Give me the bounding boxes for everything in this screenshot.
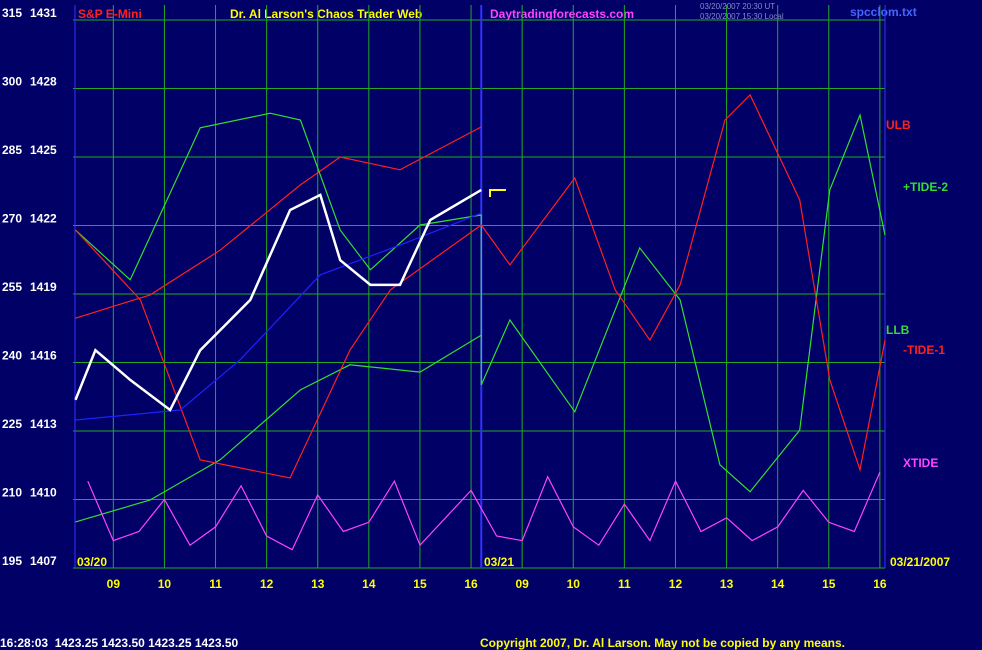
y2-tick-label: 1407 [30, 554, 57, 568]
x-tick-label: 15 [822, 577, 836, 591]
x-tick-label: 16 [873, 577, 887, 591]
x-tick-label: 15 [413, 577, 427, 591]
y2-tick-label: 1413 [30, 417, 57, 431]
series-line [75, 334, 482, 523]
y-tick-label: 255 [2, 280, 22, 294]
chart-title: Dr. Al Larson's Chaos Trader Web [230, 7, 422, 21]
site: Daytradingforecasts.com [490, 7, 634, 21]
x-tick-label: 12 [260, 577, 274, 591]
x-tick-label: 13 [720, 577, 734, 591]
x-tick-label: 10 [567, 577, 581, 591]
x-tick-label: 09 [107, 577, 121, 591]
timestamp-ut: 03/20/2007 20:30 UT [700, 2, 775, 11]
file-name: spcclom.txt [850, 5, 917, 19]
y2-tick-label: 1422 [30, 212, 57, 226]
x-tick-label: 09 [515, 577, 529, 591]
series-line [75, 112, 886, 493]
series-label: +TIDE-2 [903, 180, 948, 194]
y-tick-label: 300 [2, 75, 22, 89]
y2-tick-label: 1428 [30, 75, 57, 89]
y-tick-label: 285 [2, 143, 22, 157]
y2-tick-label: 1416 [30, 349, 57, 363]
series-label: LLB [886, 323, 910, 337]
quote: 16:28:03 1423.25 1423.50 1423.25 1423.50 [0, 636, 239, 650]
marker [489, 189, 506, 197]
series-line [75, 126, 482, 319]
series-line [75, 212, 482, 421]
x-tick-label: 16 [464, 577, 478, 591]
symbol: S&P E-Mini [78, 7, 142, 21]
timestamp-local: 03/20/2007 15:30 Local [700, 12, 784, 21]
y-tick-label: 270 [2, 212, 22, 226]
date-label: 03/21/2007 [890, 555, 950, 569]
y2-tick-label: 1425 [30, 143, 57, 157]
y2-tick-label: 1431 [30, 6, 57, 20]
x-tick-label: 11 [618, 577, 631, 591]
series-label: XTIDE [903, 456, 938, 470]
y-tick-label: 210 [2, 486, 22, 500]
x-tick-label: 12 [669, 577, 683, 591]
x-tick-label: 10 [158, 577, 172, 591]
y2-tick-label: 1419 [30, 280, 57, 294]
series-label: ULB [886, 118, 911, 132]
x-tick-label: 14 [771, 577, 785, 591]
y-tick-label: 315 [2, 6, 22, 20]
x-tick-label: 13 [311, 577, 325, 591]
y2-tick-label: 1410 [30, 486, 57, 500]
series-line [87, 471, 881, 551]
y-tick-label: 240 [2, 349, 22, 363]
series-line [74, 188, 482, 412]
series-line [75, 93, 886, 479]
x-tick-label: 14 [362, 577, 376, 591]
date-label: 03/20 [77, 555, 107, 569]
date-label: 03/21 [484, 555, 514, 569]
y-tick-label: 195 [2, 554, 22, 568]
copyright: Copyright 2007, Dr. Al Larson. May not b… [480, 636, 845, 650]
x-tick-label: 11 [209, 577, 222, 591]
y-tick-label: 225 [2, 417, 22, 431]
series-label: -TIDE-1 [903, 343, 945, 357]
